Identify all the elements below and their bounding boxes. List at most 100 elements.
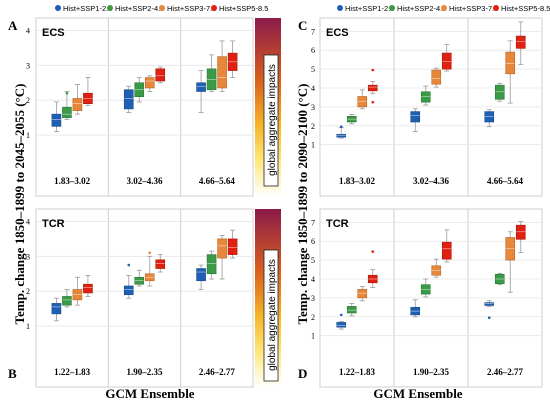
box-hist-ssp3-7-0 xyxy=(505,231,516,293)
legend-right: Hist+SSP1-2.6 Hist+SSP2-4.5 Hist+SSP3-7.0 H… xyxy=(337,4,550,13)
group-range-label: 1.83–3.02 xyxy=(54,176,91,186)
box-hist-ssp2-4-5 xyxy=(346,114,357,125)
y-tick-label: 3 xyxy=(26,61,30,70)
aggregate-impacts-bar-bottom: global aggregate impacts xyxy=(255,209,281,387)
legend-label: Hist+SSP5-8.5 xyxy=(219,4,268,13)
box-hist-ssp3-7-0 xyxy=(217,235,227,280)
box-hist-ssp5-8-5 xyxy=(155,66,166,84)
box-body xyxy=(217,238,227,259)
box-hist-ssp5-8-5 xyxy=(83,275,93,297)
y-tick-label: 3 xyxy=(311,294,315,303)
legend-left: Hist+SSP1-2.6 Hist+SSP2-4.5 Hist+SSP3-7.0 H… xyxy=(55,4,268,13)
box-hist-ssp3-7-0 xyxy=(144,75,155,92)
legend-label: Hist+SSP1-2.6 xyxy=(345,4,394,13)
legend-label: Hist+SSP2-4.5 xyxy=(397,4,446,13)
box-body xyxy=(484,111,495,123)
box-hist-ssp1-2-6 xyxy=(484,300,495,320)
y-tick-label: 4 xyxy=(311,84,315,93)
box-body xyxy=(155,259,166,269)
box-hist-ssp3-7-0 xyxy=(72,84,83,115)
box-body xyxy=(123,89,134,110)
legend-label: Hist+SSP2-4.5 xyxy=(115,4,164,13)
box-body xyxy=(515,35,526,49)
box-body xyxy=(72,98,83,111)
y-tick-label: 7 xyxy=(311,218,315,227)
box-body xyxy=(196,268,206,282)
y-tick-label: 3 xyxy=(311,103,315,112)
box-hist-ssp2-4-5 xyxy=(206,54,217,92)
aggregate-impacts-bar-top: global aggregate impacts xyxy=(255,18,281,196)
box-hist-ssp3-7-0 xyxy=(505,40,516,104)
box-hist-ssp1-2-6 xyxy=(196,70,206,113)
box-hist-ssp1-2-6 xyxy=(51,101,62,132)
y-tick-label: 1 xyxy=(26,131,30,140)
box-body xyxy=(357,96,368,108)
group-range-label: 4.66–5.64 xyxy=(487,176,524,186)
group-range-label: 2.46–2.77 xyxy=(199,367,236,377)
box-hist-ssp5-8-5 xyxy=(83,77,93,106)
box-body xyxy=(336,322,347,328)
box-hist-ssp2-4-5 xyxy=(346,303,357,317)
box-hist-ssp1-2-6 xyxy=(484,109,495,128)
group-range-label: 2.46–2.77 xyxy=(487,367,524,377)
y-tick-label: 2 xyxy=(311,122,315,131)
box-body xyxy=(484,302,495,306)
panel-frame xyxy=(35,17,254,197)
panel-letter: C xyxy=(298,18,307,33)
legend-label: Hist+SSP1-2.6 xyxy=(63,4,112,13)
box-hist-ssp1-2-6 xyxy=(51,297,62,322)
group-range-label: 3.02–4.36 xyxy=(413,176,450,186)
y-axis-label-right: Temp. change 1850–1899 to 2090–2100 (°C) xyxy=(295,84,310,325)
box-body xyxy=(410,111,421,123)
box-body xyxy=(51,113,62,127)
box-body xyxy=(144,77,155,89)
outlier-point xyxy=(371,100,375,104)
y-tick-label: 1 xyxy=(26,322,30,331)
box-hist-ssp5-8-5 xyxy=(367,250,378,288)
y-tick-label: 5 xyxy=(311,256,315,265)
box-hist-ssp5-8-5 xyxy=(155,254,166,273)
y-tick-label: 5 xyxy=(311,65,315,74)
y-tick-label: 1 xyxy=(311,332,315,341)
box-hist-ssp3-7-0 xyxy=(144,251,155,287)
box-body xyxy=(441,52,452,70)
x-axis-label-left: GCM Ensemble xyxy=(105,386,194,401)
box-hist-ssp2-4-5 xyxy=(62,289,72,308)
group-range-label: 1.22–1.83 xyxy=(339,367,376,377)
legend-label: Hist+SSP5-8.5 xyxy=(501,4,550,13)
group-range-label: 1.83–3.02 xyxy=(339,176,376,186)
y-tick-label: 1 xyxy=(311,141,315,150)
y-tick-label: 6 xyxy=(311,46,315,55)
box-body xyxy=(206,254,217,275)
box-hist-ssp5-8-5 xyxy=(441,44,452,72)
panel-title: TCR xyxy=(326,218,349,230)
box-hist-ssp3-7-0 xyxy=(357,89,368,110)
y-tick-label: 2 xyxy=(311,313,315,322)
box-hist-ssp2-4-5 xyxy=(134,269,145,287)
legend-label: Hist+SSP3-7.0 xyxy=(167,4,216,13)
aggregate-impacts-label-bottom: global aggregate impacts xyxy=(267,259,278,371)
panel-c: 1 2 3 4 5 6 7C ECS 1.83–3.02 3.02–4.36 4.66–5.64 xyxy=(298,17,543,197)
box-body xyxy=(62,296,72,306)
panel-a: 1 2 3 4A ECS 1.83–3.02 3.02–4.36 4.66–5.64 xyxy=(8,17,254,197)
legend-marker xyxy=(389,5,395,11)
box-body xyxy=(441,241,452,260)
outlier-point xyxy=(487,316,491,320)
box-body xyxy=(431,69,442,85)
box-body xyxy=(62,106,72,118)
outlier-point xyxy=(371,250,375,253)
group-range-label: 1.22–1.83 xyxy=(54,367,91,377)
box-hist-ssp2-4-5 xyxy=(62,91,72,120)
panel-b: 1 2 3 4 B TCR 1.22–1.83 1.90–2.35 2.46–2.77 xyxy=(8,208,254,388)
box-hist-ssp5-8-5 xyxy=(515,220,526,253)
panel-letter: A xyxy=(8,18,18,33)
box-body xyxy=(51,303,62,315)
legend-marker xyxy=(107,5,113,11)
panel-letter: B xyxy=(8,366,17,381)
y-tick-label: 7 xyxy=(311,27,315,36)
panel-title: ECS xyxy=(326,27,349,39)
box-hist-ssp3-7-0 xyxy=(431,258,442,278)
legend-marker xyxy=(441,5,447,11)
outlier-point xyxy=(339,313,343,317)
